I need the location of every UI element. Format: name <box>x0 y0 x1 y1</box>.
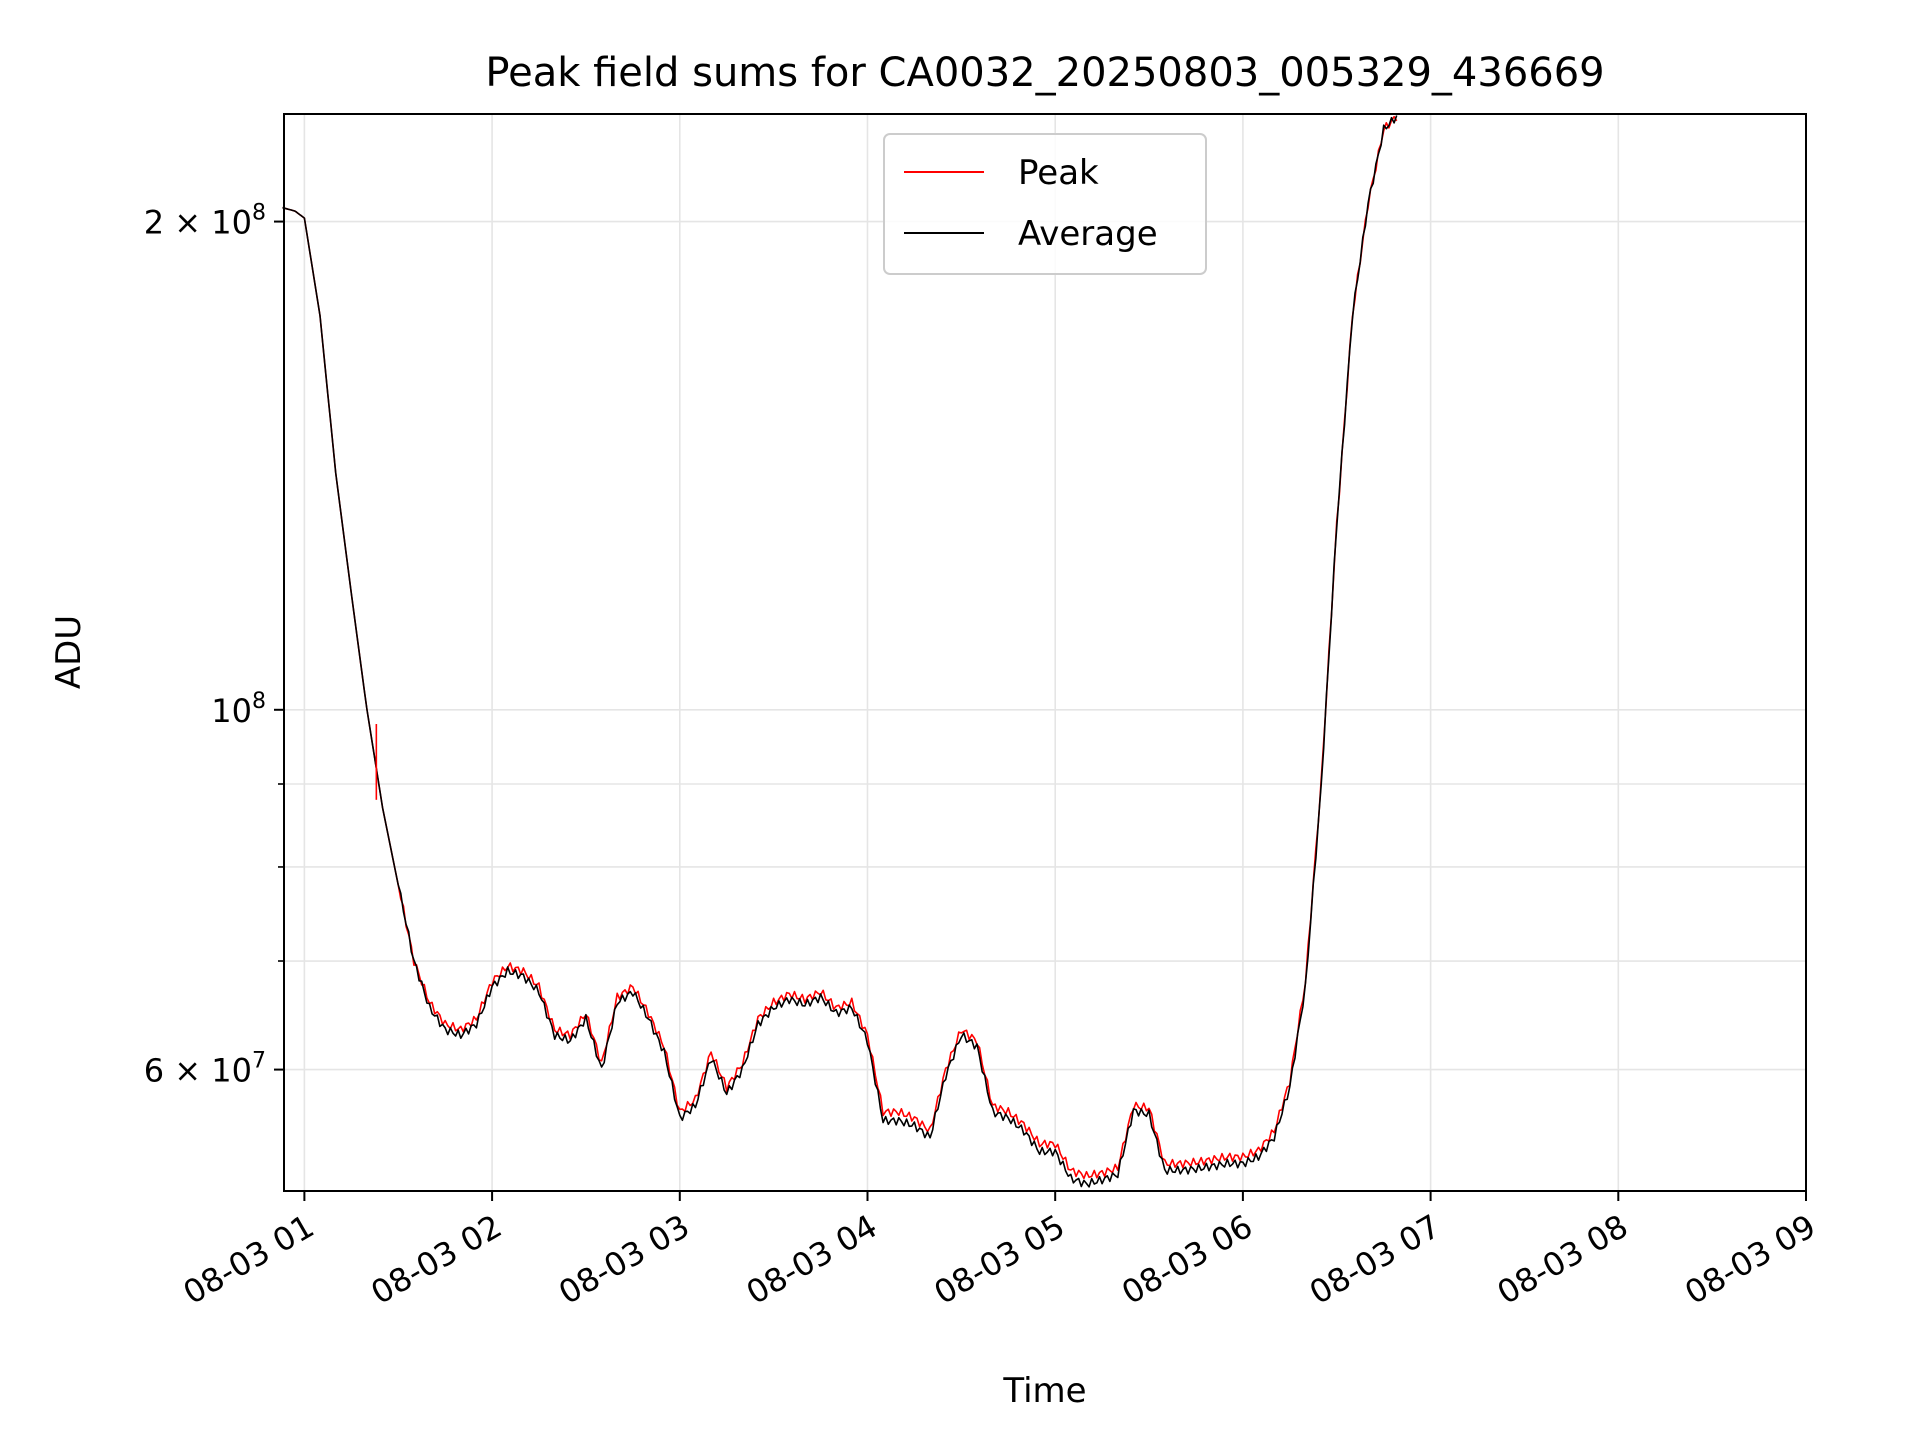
y-tick-label: 6 × 107 <box>144 1049 266 1090</box>
plot-frame <box>283 113 1807 1192</box>
y-axis-label: ADU <box>49 615 89 689</box>
legend: Peak Average <box>883 133 1207 275</box>
series-line-peak <box>282 115 1398 1180</box>
legend-average-label: Average <box>1018 214 1158 254</box>
x-axis-label: Time <box>1002 1371 1086 1411</box>
y-tick-label: 108 <box>211 689 266 730</box>
series-line-average <box>282 115 1398 1188</box>
y-tick-label: 2 × 108 <box>144 201 266 242</box>
series-layer <box>282 115 1398 1188</box>
legend-box <box>883 133 1207 275</box>
legend-peak-label: Peak <box>1018 153 1099 193</box>
chart-title: Peak field sums for CA0032_20250803_0053… <box>485 50 1604 96</box>
